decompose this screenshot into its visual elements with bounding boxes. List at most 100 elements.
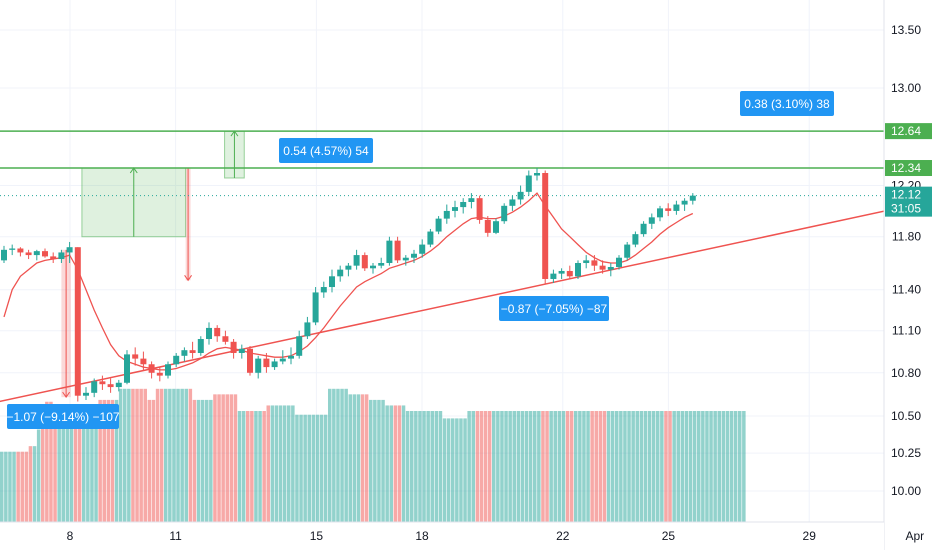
- candle: [665, 203, 672, 217]
- volume-bar: [278, 405, 283, 522]
- volume-bar: [471, 411, 475, 522]
- candle: [296, 330, 303, 359]
- volume-bar: [176, 388, 180, 522]
- price-axis[interactable]: 13.5013.0012.2011.8011.4011.1010.8010.50…: [891, 23, 921, 498]
- candle: [501, 203, 508, 224]
- volume-bar: [24, 451, 29, 522]
- volume-bar: [533, 411, 537, 522]
- volume-bar: [483, 411, 488, 522]
- volume-bar: [356, 394, 361, 522]
- x-tick-label: 29: [803, 529, 817, 543]
- candle: [181, 347, 188, 362]
- candle: [673, 200, 680, 215]
- volume-bar: [102, 399, 106, 522]
- candle: [468, 193, 475, 209]
- volume-bar: [496, 411, 500, 522]
- candle-body: [222, 336, 229, 342]
- volume-bar: [180, 388, 184, 522]
- volume-bar: [578, 411, 582, 522]
- candle-body: [665, 208, 672, 211]
- volume-bar: [492, 411, 496, 522]
- volume-bar: [434, 411, 439, 522]
- volume-bar: [684, 411, 689, 522]
- candle: [255, 355, 262, 379]
- x-tick-label: 15: [310, 529, 324, 543]
- volume-bar: [135, 388, 139, 522]
- candle: [320, 281, 327, 298]
- volume-bar: [90, 411, 94, 522]
- candle-body: [591, 260, 598, 266]
- candle-body: [132, 354, 139, 359]
- volume-bar: [250, 411, 254, 522]
- volume-bar: [229, 394, 234, 522]
- volume-bar: [627, 411, 631, 522]
- volume-bar: [319, 414, 324, 522]
- horizontal-levels[interactable]: [0, 130, 884, 197]
- candle: [33, 249, 40, 261]
- measure-label-bg: [740, 91, 834, 116]
- candle: [550, 269, 557, 284]
- volume-bar: [610, 411, 615, 522]
- candle-body: [575, 263, 581, 277]
- volume-bar: [73, 411, 78, 522]
- candle-body: [9, 248, 16, 250]
- volume-bar: [184, 388, 188, 522]
- volume-bar: [323, 414, 328, 522]
- candle: [197, 336, 204, 356]
- candle-body: [550, 273, 557, 279]
- candle-body: [17, 248, 24, 253]
- volume-bar: [106, 399, 111, 522]
- volume-bar: [266, 405, 270, 522]
- candle: [74, 247, 81, 402]
- volume-bar: [168, 388, 172, 522]
- measure-label-bg: [279, 138, 373, 163]
- volume-bar: [705, 411, 709, 522]
- volume-bar: [360, 394, 365, 522]
- measurement-boxes[interactable]: [61, 130, 245, 399]
- y-tick-label: 13.00: [891, 81, 921, 95]
- volume-bar: [373, 399, 377, 522]
- candle-body: [394, 240, 401, 261]
- volume-bar: [336, 388, 340, 522]
- measure-label: 0.38 (3.10%) 38: [744, 97, 830, 111]
- volume-bar: [405, 411, 410, 522]
- candle: [525, 170, 532, 196]
- volume-bar: [553, 411, 557, 522]
- volume-bar: [426, 411, 430, 522]
- candle: [148, 361, 155, 379]
- candle-body: [58, 252, 65, 260]
- volume-bar: [717, 411, 721, 522]
- volume-bar: [582, 411, 586, 522]
- volume-bar: [446, 418, 451, 522]
- candle-body: [33, 251, 40, 256]
- candle: [411, 249, 417, 264]
- candle: [132, 347, 139, 366]
- volume-bar: [364, 394, 369, 522]
- volume-bar: [246, 411, 250, 522]
- candle-body: [83, 392, 89, 396]
- y-tick-label: 10.80: [891, 366, 921, 380]
- measure-label-bg: [7, 404, 119, 429]
- candle-body: [66, 247, 73, 253]
- candle: [99, 375, 106, 390]
- time-axis[interactable]: 8 11 15 18 22 25 29 Apr: [67, 529, 924, 543]
- volume-bar: [213, 394, 217, 522]
- candle: [452, 200, 458, 218]
- candle: [361, 252, 368, 271]
- volume-bar: [45, 401, 49, 522]
- candle-body: [140, 358, 147, 365]
- volume-bar: [274, 405, 279, 522]
- candle-body: [296, 336, 303, 356]
- candle: [632, 231, 639, 248]
- volume-bar: [672, 411, 676, 522]
- volume-bar: [4, 451, 8, 522]
- volume-bar: [463, 418, 467, 522]
- candle-body: [493, 221, 499, 233]
- volume-bar: [438, 411, 443, 522]
- candle: [124, 350, 130, 385]
- volume-bar: [545, 411, 549, 522]
- candle-body: [165, 364, 171, 376]
- volume-bar: [282, 405, 287, 522]
